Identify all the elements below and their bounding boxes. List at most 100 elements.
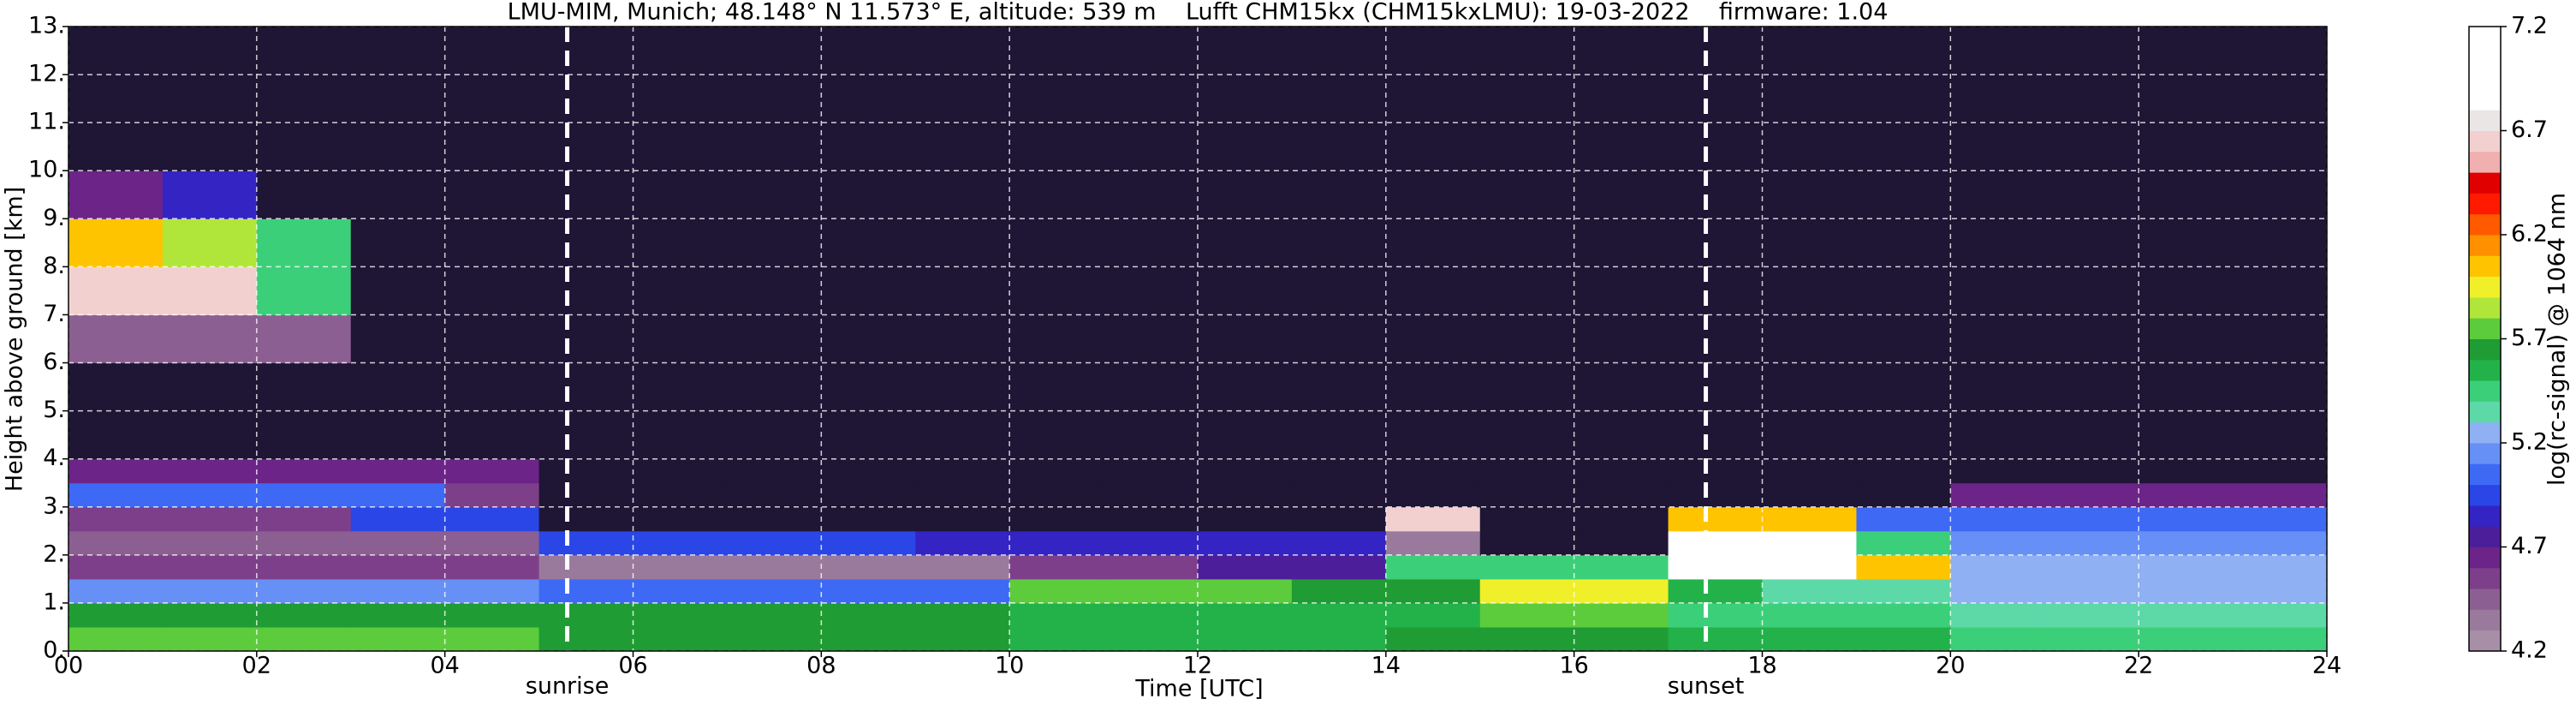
heatmap-cell xyxy=(1856,218,1951,267)
heatmap-cell xyxy=(1104,314,1199,364)
heatmap-cell xyxy=(1574,314,1669,364)
heatmap-cell xyxy=(444,218,540,267)
heatmap-cell xyxy=(2044,626,2139,652)
heatmap-cell xyxy=(915,266,1010,315)
heatmap-cell xyxy=(1009,602,1104,628)
heatmap-cell xyxy=(821,218,916,267)
heatmap-cell xyxy=(1950,266,2045,315)
heatmap-cell xyxy=(1009,314,1104,364)
heatmap-cell xyxy=(2044,554,2139,580)
colorbar-swatch xyxy=(2469,172,2501,194)
y-tick-label: 6. xyxy=(43,349,65,375)
x-tick-label: 06 xyxy=(618,653,647,679)
heatmap-cell xyxy=(633,506,728,532)
heatmap-cell xyxy=(1009,170,1104,219)
heatmap-cell xyxy=(2044,314,2139,364)
heatmap-cell xyxy=(727,602,822,628)
colorbar-label: log(rc-signal) @ 1064 nm xyxy=(2544,193,2571,486)
heatmap-cell xyxy=(727,218,822,267)
heatmap-cell xyxy=(1479,626,1575,652)
heatmap-cell xyxy=(1950,170,2045,219)
heatmap-cell xyxy=(821,170,916,219)
heatmap-cell xyxy=(1104,602,1199,628)
x-tick-label: 20 xyxy=(1936,653,1965,679)
heatmap-cell xyxy=(1668,170,1763,219)
heatmap-cell xyxy=(2044,578,2139,604)
heatmap-cell xyxy=(1385,626,1481,652)
heatmap-cell xyxy=(2139,530,2234,556)
heatmap-cell xyxy=(2044,506,2139,532)
heatmap-cell xyxy=(162,506,258,532)
heatmap-cell xyxy=(1856,482,1951,508)
heatmap-cell xyxy=(1291,578,1387,604)
heatmap-cell xyxy=(1668,458,1763,484)
heatmap-cell xyxy=(1009,218,1104,267)
colorbar-swatch xyxy=(2469,463,2501,486)
x-tick-label: 00 xyxy=(54,653,83,679)
heatmap-cell xyxy=(256,218,352,267)
heatmap-cell xyxy=(633,27,728,171)
heatmap-cell xyxy=(2233,602,2328,628)
heatmap-cell xyxy=(68,266,164,315)
heatmap-cell xyxy=(1856,27,1951,171)
heatmap-cell xyxy=(1950,530,2045,556)
heatmap-cell xyxy=(1198,218,1293,267)
heatmap-cell xyxy=(162,458,258,484)
heatmap-cell xyxy=(1950,27,2045,171)
heatmap-cell xyxy=(1291,530,1387,556)
heatmap-cell xyxy=(350,626,446,652)
heatmap-cell xyxy=(821,506,916,532)
annotation-label: sunset xyxy=(1668,673,1745,700)
heatmap-cell xyxy=(1479,458,1575,484)
heatmap-cell xyxy=(1762,458,1857,484)
heatmap-cell xyxy=(727,27,822,171)
heatmap-cell xyxy=(2044,602,2139,628)
heatmap-cell xyxy=(1385,506,1481,532)
heatmap-cell xyxy=(538,458,634,484)
heatmap-cell xyxy=(821,530,916,556)
heatmap-cell xyxy=(2139,218,2234,267)
heatmap-cell xyxy=(1479,530,1575,556)
heatmap-cell xyxy=(68,530,164,556)
heatmap-cell xyxy=(1104,27,1199,171)
heatmap-cell xyxy=(2044,482,2139,508)
heatmap-cell xyxy=(1385,314,1481,364)
heatmap-cell xyxy=(1762,482,1857,508)
heatmap-cell xyxy=(1950,626,2045,652)
heatmap-cell xyxy=(350,602,446,628)
heatmap-cell xyxy=(1574,554,1669,580)
heatmap-cell xyxy=(1668,626,1763,652)
heatmap-cell xyxy=(1950,218,2045,267)
heatmap-cell xyxy=(1856,458,1951,484)
colorbar-swatch xyxy=(2469,421,2501,444)
heatmap-cell xyxy=(162,554,258,580)
heatmap-cell xyxy=(1291,170,1387,219)
x-tick-label: 10 xyxy=(995,653,1024,679)
heatmap-cell xyxy=(1668,578,1763,604)
heatmap-cell xyxy=(256,626,352,652)
heatmap-cell xyxy=(444,482,540,508)
y-tick-label: 4. xyxy=(43,445,65,471)
heatmap-cell xyxy=(1385,578,1481,604)
heatmap-cell xyxy=(1950,602,2045,628)
heatmap-cell xyxy=(1856,578,1951,604)
heatmap-cell xyxy=(1668,314,1763,364)
heatmap-cell xyxy=(2139,458,2234,484)
heatmap-cell xyxy=(727,530,822,556)
heatmap-cell xyxy=(1009,530,1104,556)
colorbar-swatch xyxy=(2469,27,2501,48)
heatmap-cell xyxy=(2044,530,2139,556)
heatmap-cell xyxy=(1762,266,1857,315)
heatmap-cell xyxy=(2233,554,2328,580)
colorbar-swatch xyxy=(2469,380,2501,402)
colorbar-swatch xyxy=(2469,193,2501,215)
heatmap-cell xyxy=(1291,218,1387,267)
heatmap-cell xyxy=(1104,626,1199,652)
heatmap-cell xyxy=(727,554,822,580)
heatmap-cell xyxy=(1479,266,1575,315)
heatmap-cell xyxy=(1856,626,1951,652)
heatmap-cell xyxy=(1762,626,1857,652)
heatmap-cell xyxy=(1856,530,1951,556)
heatmap-cell xyxy=(2044,218,2139,267)
